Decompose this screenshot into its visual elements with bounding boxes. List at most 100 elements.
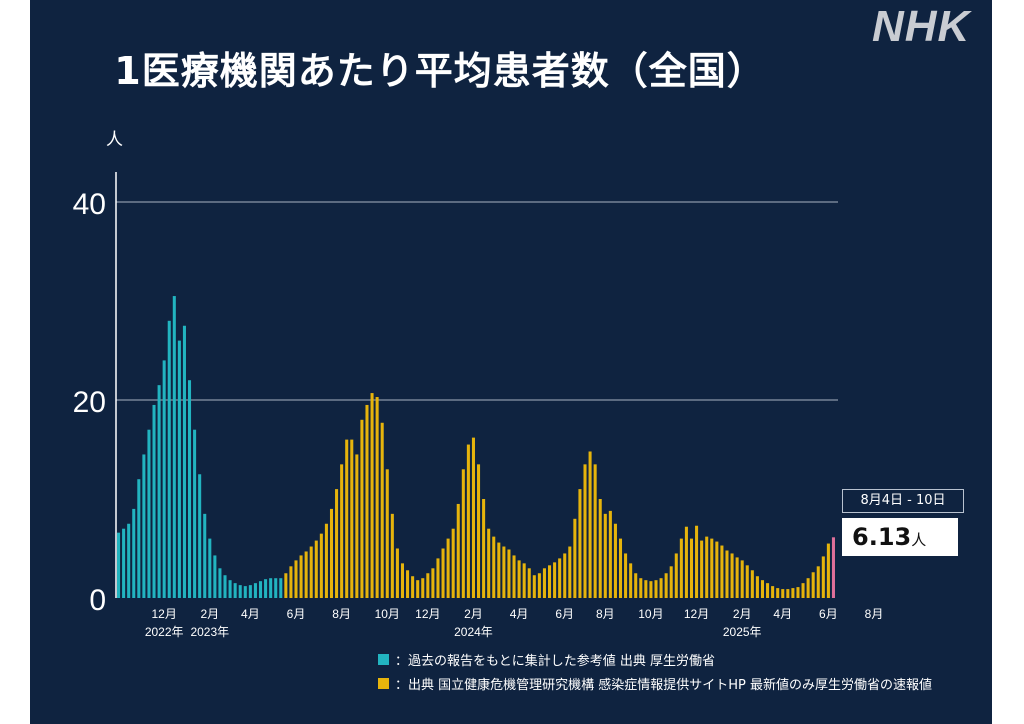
bar bbox=[421, 578, 425, 598]
bar bbox=[679, 538, 683, 598]
y-tick-label: 20 bbox=[73, 386, 106, 419]
bar bbox=[147, 429, 151, 598]
bar bbox=[593, 464, 597, 598]
bars bbox=[117, 296, 835, 598]
bar bbox=[674, 553, 678, 598]
x-tick-label: 2月 bbox=[733, 607, 752, 621]
bar bbox=[132, 508, 136, 598]
bar bbox=[659, 578, 663, 598]
x-tick-label: 6月 bbox=[287, 607, 306, 621]
chart-title: 1医療機関あたり平均患者数（全国） bbox=[114, 49, 766, 93]
bar bbox=[760, 580, 764, 598]
bar bbox=[487, 528, 491, 598]
bar bbox=[117, 532, 121, 598]
x-tick-label: 4月 bbox=[773, 607, 792, 621]
bar bbox=[669, 566, 673, 598]
bar bbox=[512, 555, 516, 598]
x-tick-label: 6月 bbox=[819, 607, 838, 621]
bar bbox=[583, 464, 587, 598]
bar bbox=[482, 499, 486, 598]
bar bbox=[309, 546, 313, 598]
bar bbox=[193, 429, 197, 598]
bar bbox=[258, 581, 263, 598]
x-tick-label: 2月 bbox=[464, 607, 483, 621]
bar bbox=[548, 565, 552, 598]
bar bbox=[664, 573, 668, 598]
y-axis-unit: 人 bbox=[106, 130, 123, 150]
bar bbox=[269, 578, 273, 598]
bar bbox=[542, 568, 546, 598]
x-tick-label: 8月 bbox=[596, 607, 615, 621]
bar bbox=[553, 562, 557, 598]
x-tick-label: 10月 bbox=[638, 607, 663, 621]
latest-value-unit: 人 bbox=[911, 531, 927, 549]
bar bbox=[365, 404, 369, 598]
bar bbox=[380, 422, 384, 598]
bar bbox=[426, 573, 430, 598]
bar bbox=[725, 550, 729, 598]
bar bbox=[710, 538, 714, 598]
x-tick-label: 2月 bbox=[200, 607, 219, 621]
bar bbox=[796, 587, 800, 598]
x-tick-label: 4月 bbox=[241, 607, 260, 621]
bar bbox=[654, 580, 658, 598]
bar bbox=[253, 583, 257, 598]
bar bbox=[279, 578, 283, 598]
bar bbox=[816, 566, 820, 598]
bar bbox=[755, 576, 759, 598]
bar bbox=[198, 474, 202, 598]
bar bbox=[294, 560, 298, 598]
bar bbox=[644, 580, 648, 598]
bar bbox=[152, 404, 156, 598]
y-tick-label: 40 bbox=[73, 188, 106, 221]
latest-date-label: 8月4日 - 10日 bbox=[842, 489, 964, 513]
bar bbox=[360, 419, 364, 598]
bar bbox=[177, 340, 181, 598]
legend-swatch-yellow bbox=[378, 678, 389, 689]
bar bbox=[786, 589, 790, 598]
bar bbox=[446, 538, 450, 598]
bar bbox=[243, 586, 247, 598]
bar bbox=[588, 451, 592, 598]
bar bbox=[811, 572, 815, 598]
bar bbox=[578, 489, 582, 598]
latest-value: 6.13 bbox=[852, 523, 912, 551]
bar bbox=[517, 560, 521, 598]
bar bbox=[314, 540, 318, 598]
bar bbox=[304, 551, 308, 598]
bar bbox=[350, 439, 354, 598]
bar bbox=[335, 489, 339, 598]
x-tick-label: 6月 bbox=[555, 607, 574, 621]
bar bbox=[228, 580, 232, 598]
x-tick-label: 4月 bbox=[510, 607, 529, 621]
bar bbox=[142, 454, 146, 598]
x-tick-label: 12月 bbox=[684, 607, 709, 621]
bar bbox=[218, 568, 222, 598]
legend-item-reference: ：過去の報告をもとに集計した参考値 出典 厚生労働省 bbox=[378, 650, 715, 669]
bar bbox=[507, 549, 511, 598]
bar bbox=[400, 563, 404, 598]
bar bbox=[629, 563, 633, 598]
latest-value-label: 6.13人 bbox=[842, 518, 958, 556]
bar bbox=[406, 570, 410, 598]
bar bbox=[806, 578, 810, 598]
bar bbox=[451, 528, 455, 598]
y-axis-ticks: 0 20 40 bbox=[73, 188, 106, 617]
bar bbox=[497, 542, 501, 598]
bar bbox=[274, 578, 278, 598]
bar bbox=[649, 581, 653, 598]
bar bbox=[522, 563, 526, 598]
bar bbox=[730, 553, 734, 598]
bar bbox=[466, 444, 470, 598]
bar bbox=[695, 525, 699, 598]
bar bbox=[603, 513, 607, 598]
bar bbox=[715, 541, 719, 598]
bar bbox=[431, 568, 435, 598]
bar bbox=[127, 523, 131, 598]
bar bbox=[284, 573, 288, 598]
bar bbox=[598, 499, 602, 598]
x-tick-label: 12月 bbox=[415, 607, 440, 621]
legend-text-official: ：出典 国立健康危機管理研究機構 感染症情報提供サイトHP 最新値のみ厚生労働省… bbox=[395, 678, 933, 693]
bar bbox=[162, 360, 166, 598]
bar bbox=[456, 503, 460, 598]
